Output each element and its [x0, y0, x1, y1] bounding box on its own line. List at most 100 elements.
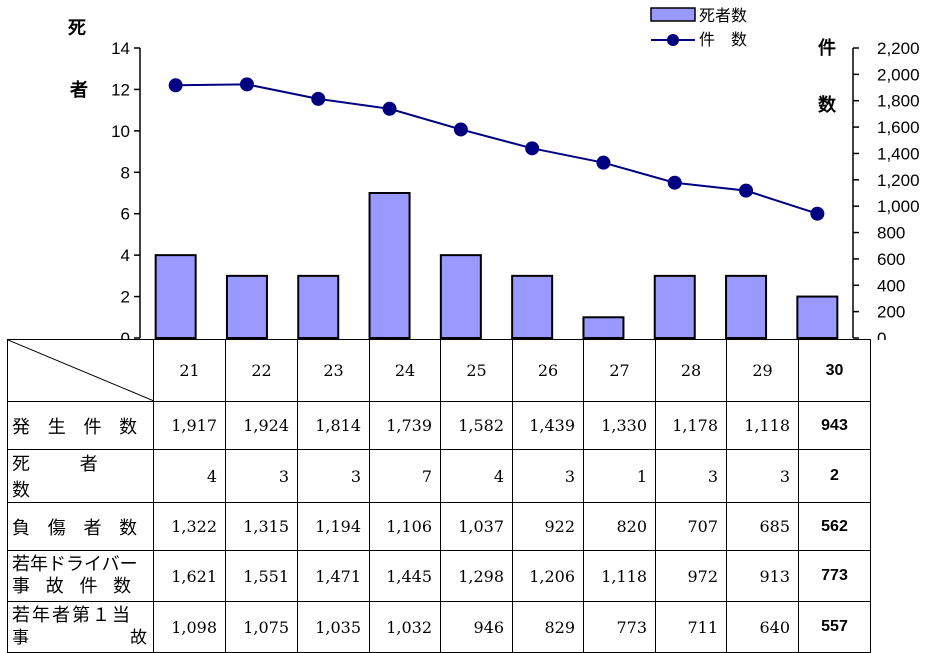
- left-tick-label: 0: [121, 329, 130, 340]
- table-row: 死 者 数 4 3 3 7 4 3 1 3 3 2: [7, 449, 871, 503]
- data-table: 21 22 23 24 25 26 27 28 29 30 発 生 件 数 1,…: [7, 339, 871, 653]
- table-cell: 1,814: [297, 401, 370, 450]
- right-tick-label: 1,800: [877, 92, 920, 111]
- legend-bar-label: 死者数: [699, 6, 747, 25]
- year-header: 24: [369, 339, 441, 402]
- table-cell: 1,330: [583, 401, 656, 450]
- bar-30: [796, 295, 839, 340]
- bar-28: [653, 274, 696, 340]
- table-cell: 946: [440, 601, 513, 653]
- table-row: 若年ドライバー 事 故 件 数 1,621 1,551 1,471 1,445 …: [7, 550, 871, 602]
- table-cell: 1,035: [297, 601, 370, 653]
- line-point-30: [810, 206, 825, 221]
- table-cell-latest: 562: [798, 502, 871, 551]
- year-header: 22: [225, 339, 298, 402]
- line-point-27: [596, 155, 611, 170]
- table-cell: 1,621: [153, 550, 226, 602]
- table-cell: 3: [297, 449, 370, 503]
- table-cell: 1,582: [440, 401, 513, 450]
- bar-23: [297, 274, 340, 340]
- row-label-occurrences: 発 生 件 数: [7, 401, 154, 450]
- left-tick-label: 12: [111, 80, 130, 99]
- left-tick-label: 4: [121, 246, 130, 265]
- year-header: 29: [726, 339, 799, 402]
- line-point-28: [667, 175, 682, 190]
- table-row: 発 生 件 数 1,917 1,924 1,814 1,739 1,582 1,…: [7, 401, 871, 450]
- table-cell: 640: [726, 601, 799, 653]
- table-header-row: 21 22 23 24 25 26 27 28 29 30: [7, 339, 871, 402]
- row-label-line1: 若年者第１当: [12, 605, 132, 626]
- row-label-line1: 若年ドライバー: [12, 554, 138, 575]
- year-header: 23: [297, 339, 370, 402]
- table-cell: 1,206: [512, 550, 584, 602]
- right-tick-label: 800: [877, 224, 905, 243]
- left-axis-label-top: 死: [68, 18, 86, 39]
- table-cell: 922: [512, 502, 584, 551]
- table-cell: 1,178: [655, 401, 727, 450]
- table-cell: 1,917: [153, 401, 226, 450]
- row-label-injuries: 負 傷 者 数: [7, 502, 154, 551]
- combo-chart: 0 2 4 6 8 10 12 14 0 200 400 600 800 1,000 1,200 1,400 1…: [68, 6, 920, 340]
- table-cell: 1,075: [225, 601, 298, 653]
- table-cell: 1,445: [369, 550, 441, 602]
- table-cell: 1,439: [512, 401, 584, 450]
- left-tick-label: 8: [121, 163, 130, 182]
- left-tick-label: 14: [111, 39, 130, 58]
- row-label-line2: 事 故 件 数: [12, 576, 137, 597]
- table-cell: 1: [583, 449, 656, 503]
- right-tick-label: 400: [877, 276, 905, 295]
- year-header: 25: [440, 339, 513, 402]
- right-axis-label-mid: 数: [818, 94, 837, 116]
- table-cell: 707: [655, 502, 727, 551]
- bar-25: [439, 254, 482, 339]
- axis-labels: 死者 件数: [68, 18, 837, 116]
- table-cell: 1,098: [153, 601, 226, 653]
- right-tick-label: 200: [877, 303, 905, 322]
- line-series: [168, 77, 825, 221]
- table-cell: 711: [655, 601, 727, 653]
- table-cell: 1,471: [297, 550, 370, 602]
- diagonal-line: [8, 340, 154, 401]
- year-header: 28: [655, 339, 727, 402]
- left-tick-label: 2: [121, 288, 130, 307]
- table-cell: 1,924: [225, 401, 298, 450]
- table-cell: 3: [225, 449, 298, 503]
- right-tick-label: 1,400: [877, 144, 920, 163]
- line-point-23: [311, 91, 326, 106]
- table-cell-latest: 773: [798, 550, 871, 602]
- line-point-26: [525, 141, 540, 156]
- table-cell: 7: [369, 449, 441, 503]
- row-label-text: 負 傷 者 数: [12, 517, 144, 539]
- row-label-young-driver-accidents: 若年ドライバー 事 故 件 数: [7, 550, 154, 602]
- table-cell: 1,551: [225, 550, 298, 602]
- right-tick-label: 2,200: [877, 39, 920, 58]
- legend-line-marker: [667, 34, 679, 46]
- year-header-latest: 30: [798, 339, 871, 402]
- bar-24: [368, 192, 411, 339]
- legend-line-label: 件 数: [699, 30, 747, 49]
- table-cell: 913: [726, 550, 799, 602]
- bar-22: [225, 274, 268, 340]
- table-cell: 1,739: [369, 401, 441, 450]
- table-cell: 1,118: [726, 401, 799, 450]
- bar-29: [725, 274, 768, 340]
- table-cell: 4: [440, 449, 513, 503]
- row-label-text: 死 者 数: [12, 454, 120, 501]
- bar-series: [154, 192, 839, 340]
- table-cell: 4: [153, 449, 226, 503]
- table-cell: 829: [512, 601, 584, 653]
- legend-bar-swatch: [650, 7, 696, 22]
- table-row: 若年者第１当 事 故 1,098 1,075 1,035 1,032 946 8…: [7, 601, 871, 653]
- table-cell: 3: [512, 449, 584, 503]
- right-tick-label: 0: [877, 329, 886, 340]
- row-label-line2: 事 故: [12, 627, 153, 649]
- row-label-young-primary-party: 若年者第１当 事 故: [7, 601, 154, 653]
- line-point-21: [168, 78, 183, 93]
- right-tick-label: 2,000: [877, 65, 920, 84]
- table-cell: 3: [655, 449, 727, 503]
- row-label-line2-right: 故: [130, 628, 147, 648]
- table-cell: 685: [726, 502, 799, 551]
- right-tick-label: 1,000: [877, 197, 920, 216]
- year-header: 21: [153, 339, 226, 402]
